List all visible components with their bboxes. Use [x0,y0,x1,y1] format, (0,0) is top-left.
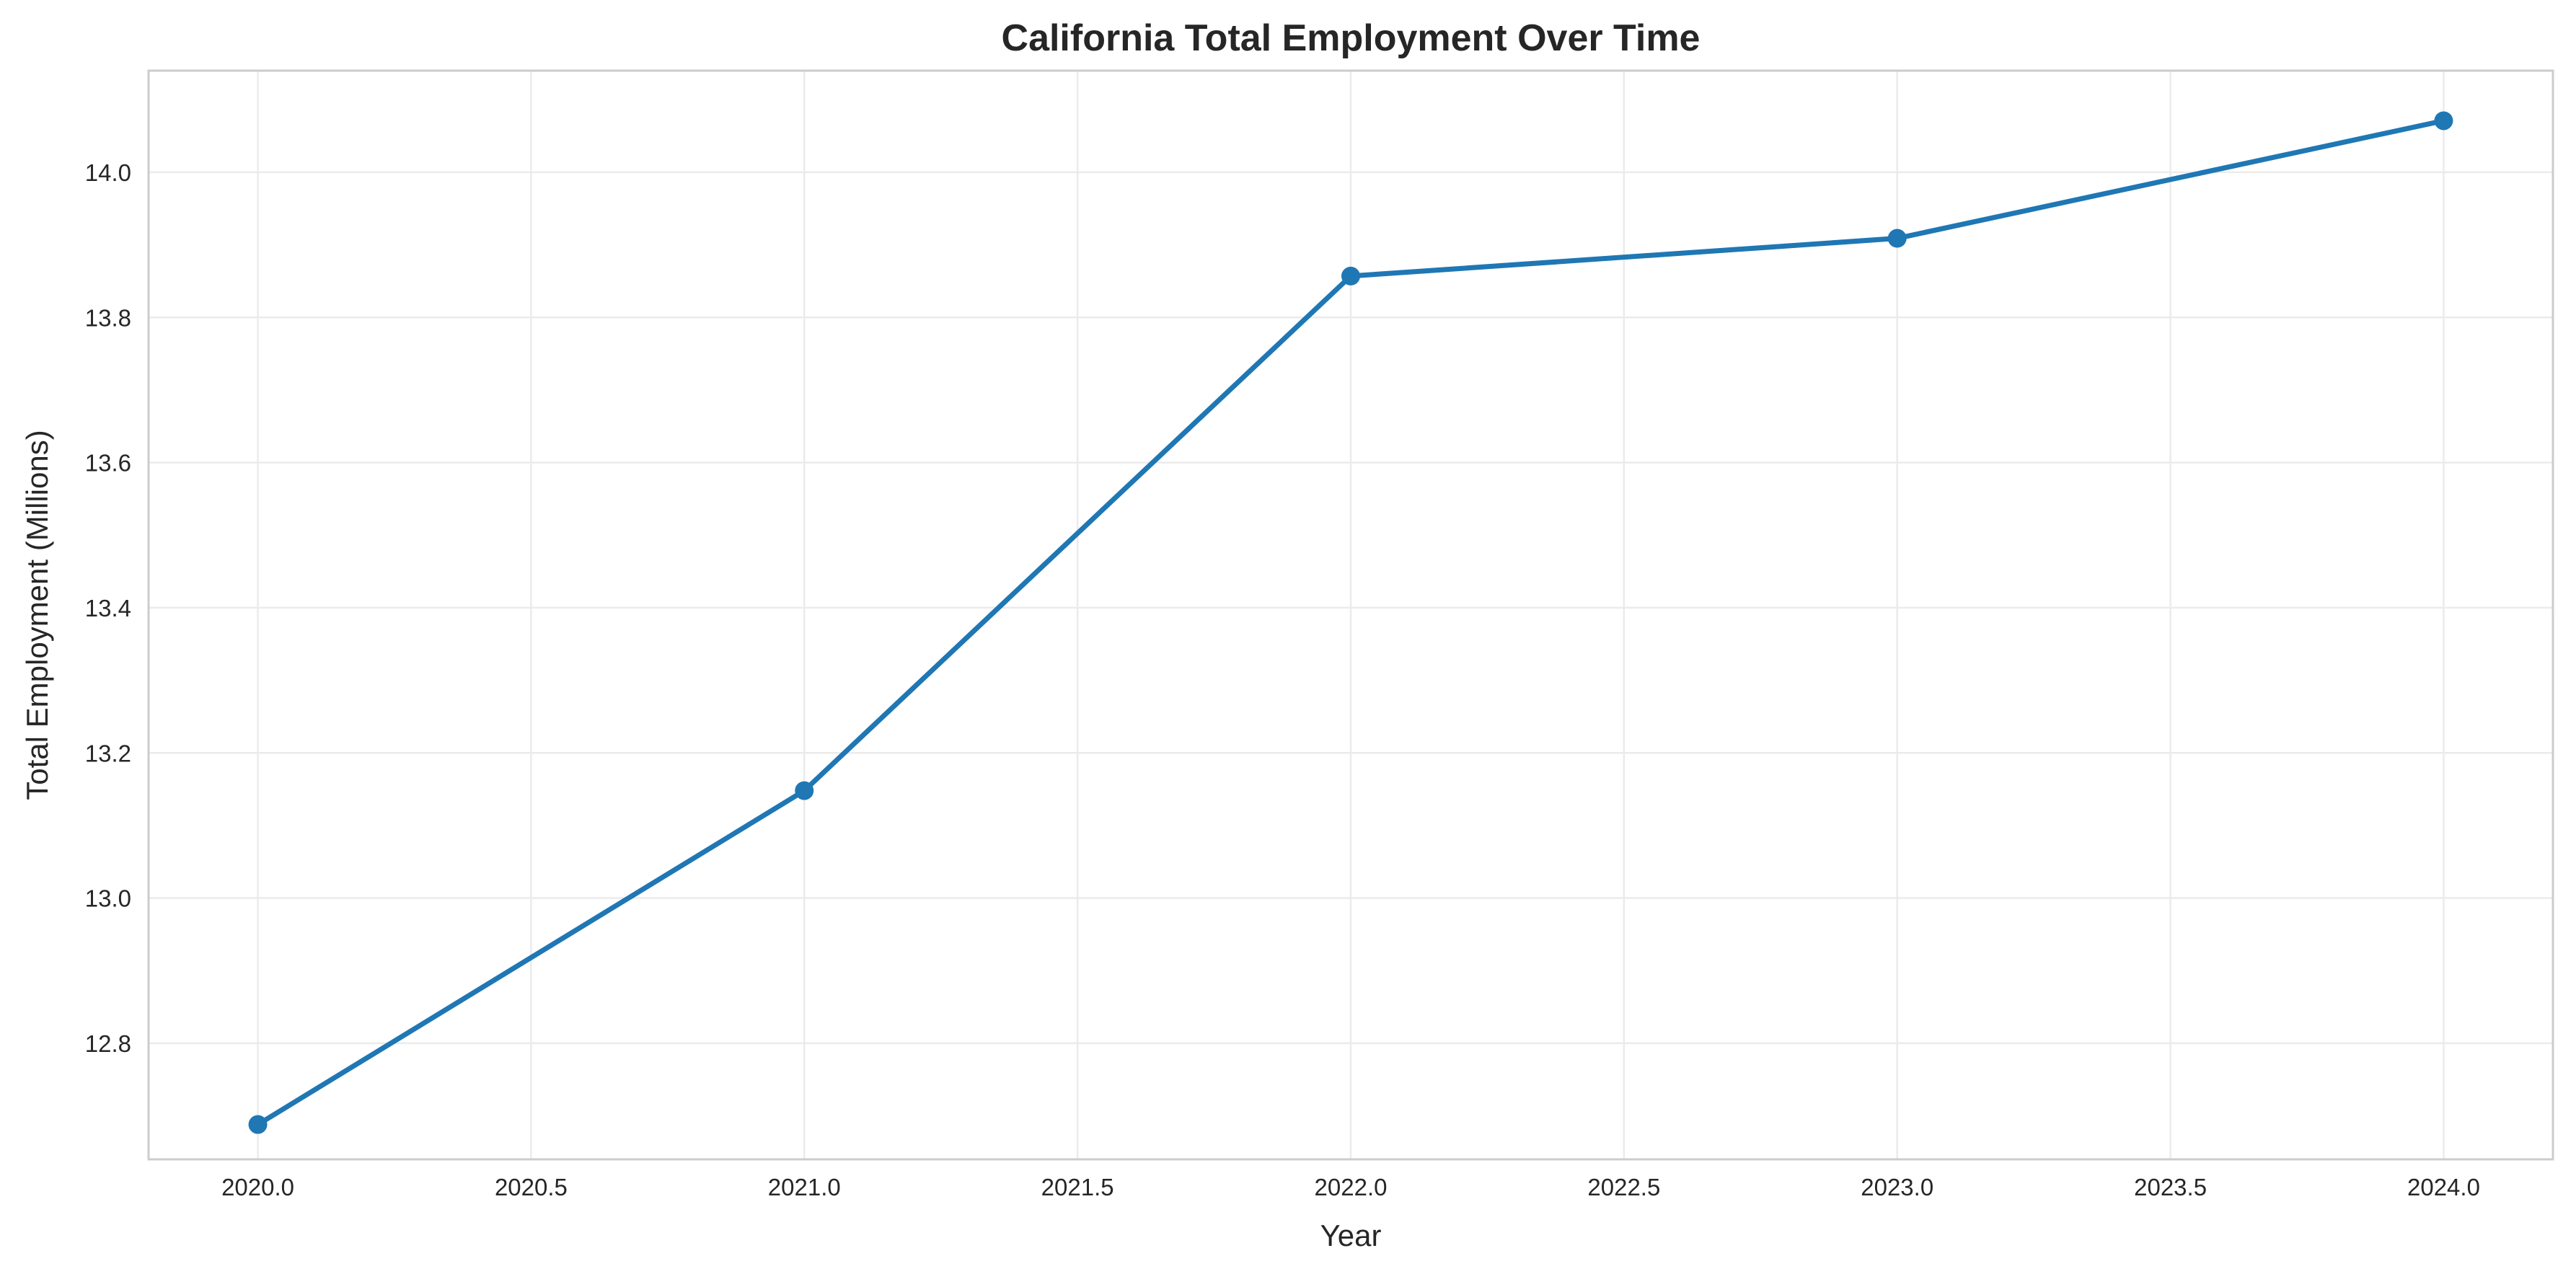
x-axis-label: Year [1320,1218,1382,1252]
y-tick-label: 13.0 [85,885,131,912]
y-axis-label: Total Employment (Millions) [20,430,54,800]
series-layer [248,111,2453,1134]
y-tick-label: 13.2 [85,740,131,766]
x-tick-label: 2023.5 [2134,1174,2207,1200]
y-tick-label: 13.6 [85,450,131,477]
y-tick-label: 13.8 [85,304,131,331]
x-tick-label: 2020.5 [495,1174,568,1200]
plot-frame [147,69,2554,1161]
data-point [795,781,814,800]
x-tick-label: 2021.0 [768,1174,841,1200]
x-tick-label: 2020.0 [221,1174,294,1200]
y-tick-label: 14.0 [85,159,131,186]
grid [149,71,2553,1159]
data-point [1341,266,1360,286]
data-point [2434,111,2453,131]
data-point [248,1115,268,1134]
y-tick-label: 13.4 [85,595,131,621]
x-tick-label: 2022.5 [1587,1174,1660,1200]
y-tick-label: 12.8 [85,1030,131,1057]
x-tick-label: 2023.0 [1861,1174,1933,1200]
x-tick-label: 2024.0 [2407,1174,2480,1200]
x-tick-label: 2021.5 [1041,1174,1114,1200]
x-tick-label: 2022.0 [1315,1174,1388,1200]
tick-labels: 2020.0 2020.5 2021.0 2021.5 2022.0 2022.5 2023… [85,159,2480,1200]
data-point [1887,229,1907,248]
chart-title: California Total Employment Over Time [1002,17,1701,59]
